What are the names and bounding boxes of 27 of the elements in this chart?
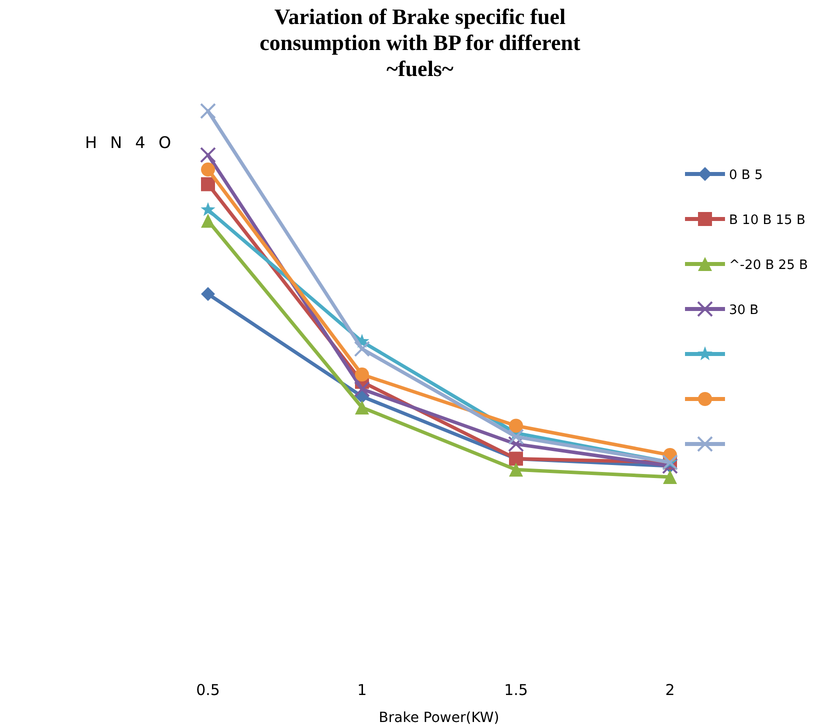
legend-label: ^-20 B 25 B <box>729 258 808 273</box>
point <box>509 418 523 433</box>
text: H N 4 O <box>85 133 176 152</box>
x-axis-title: Brake Power(KW) <box>378 710 500 726</box>
point <box>509 462 523 477</box>
x-tick-label: 1.5 <box>504 681 528 699</box>
point <box>200 146 216 163</box>
chart-title: Variation of Brake specific fuel consumption with BP for different ~fuels~ <box>260 4 581 81</box>
point <box>200 202 216 216</box>
legend-label: 0 B 5 <box>729 168 763 183</box>
legend-label: 30 B <box>729 303 759 318</box>
point <box>663 470 677 484</box>
point <box>508 428 524 445</box>
point <box>201 177 215 192</box>
point <box>354 340 370 357</box>
legend-label: B 10 B 15 B <box>729 213 806 228</box>
point <box>201 287 215 301</box>
x-tick-label: 1 <box>357 681 367 699</box>
point <box>200 103 216 119</box>
point <box>201 162 215 177</box>
x-tick-label: 2 <box>665 681 675 699</box>
point <box>355 368 369 382</box>
point <box>355 400 369 414</box>
point <box>354 381 370 398</box>
point <box>201 214 215 228</box>
x-tick-label: 0.5 <box>196 681 220 699</box>
point <box>508 436 524 452</box>
